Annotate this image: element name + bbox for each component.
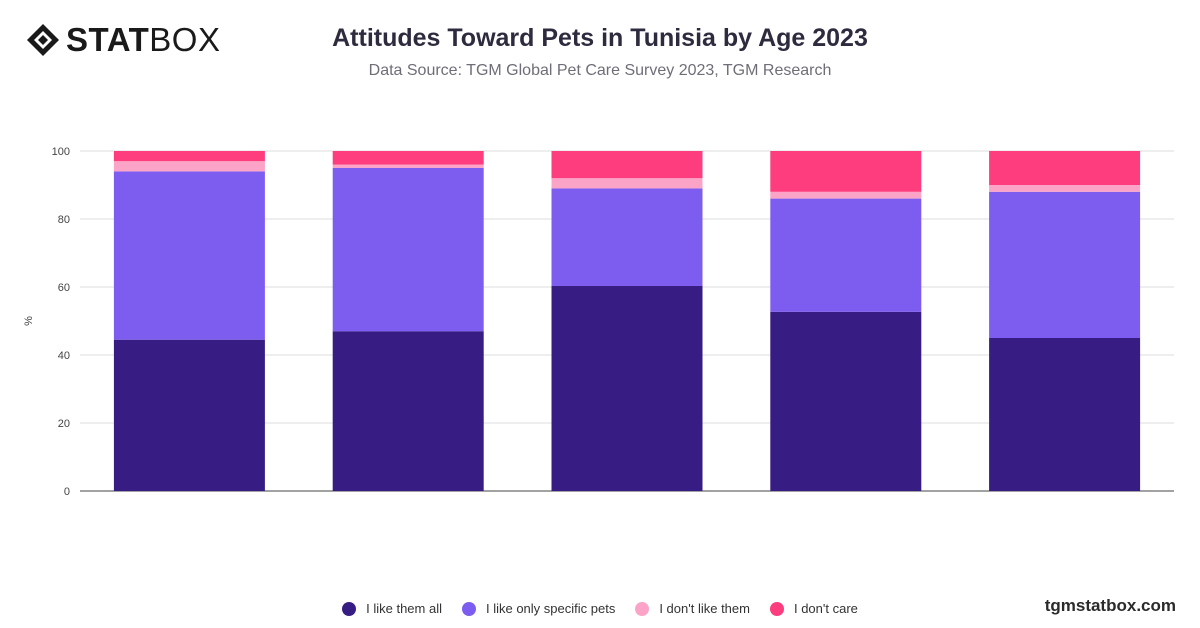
bar-segment-3 <box>551 178 703 189</box>
y-axis-label: % <box>23 316 35 326</box>
bar-segment-1 <box>113 339 265 491</box>
legend-item[interactable]: I don't care <box>769 601 858 616</box>
legend-swatch-icon <box>769 601 784 616</box>
legend-label: I don't care <box>793 601 858 616</box>
bar-segment-4 <box>989 151 1141 185</box>
logo-light-text: BOX <box>149 21 221 58</box>
bar-segment-4 <box>770 151 922 192</box>
y-tick-label: 40 <box>58 350 70 362</box>
bar-segment-1 <box>770 311 922 491</box>
legend-label: I like them all <box>366 601 442 616</box>
bar-segment-2 <box>551 188 703 286</box>
bar-segment-2 <box>113 171 265 340</box>
logo-bold-text: STAT <box>66 21 150 58</box>
bar-segment-4 <box>113 151 265 162</box>
y-tick-label: 0 <box>64 486 70 498</box>
legend-swatch-icon <box>342 601 357 616</box>
bar-segment-2 <box>332 168 484 332</box>
statbox-diamond-icon <box>27 24 59 56</box>
site-url: tgmstatbox.com <box>1044 596 1176 615</box>
bar-segment-4 <box>551 151 703 179</box>
logo-wordmark: STATBOX <box>66 22 220 58</box>
bar-segment-2 <box>770 198 922 312</box>
bar-segment-1 <box>332 331 484 491</box>
bar-segment-2 <box>989 191 1141 338</box>
legend-item[interactable]: I like them all <box>342 601 442 616</box>
legend-swatch-icon <box>461 601 476 616</box>
legend-item[interactable]: I like only specific pets <box>461 601 616 616</box>
bar-segment-3 <box>770 191 922 199</box>
legend-label: I don't like them <box>659 601 750 616</box>
bar-segment-3 <box>113 161 265 172</box>
legend-swatch-icon <box>635 601 650 616</box>
statbox-logo: STATBOX <box>26 22 220 58</box>
chart-subtitle: Data Source: TGM Global Pet Care Survey … <box>368 62 832 79</box>
legend-label: I like only specific pets <box>485 601 616 616</box>
chart-legend: I like them all I like only specific pets… <box>0 601 1200 616</box>
bar-segment-1 <box>551 285 703 491</box>
bar-segment-4 <box>332 151 484 165</box>
y-tick-label: 60 <box>58 282 70 294</box>
bar-segment-1 <box>989 338 1141 491</box>
y-tick-label: 100 <box>52 146 70 158</box>
y-tick-label: 80 <box>58 214 70 226</box>
chart-title: Attitudes Toward Pets in Tunisia by Age … <box>332 24 868 52</box>
legend-item[interactable]: I don't like them <box>635 601 750 616</box>
bar-segment-3 <box>332 164 484 168</box>
y-tick-label: 20 <box>58 418 70 430</box>
bar-segment-3 <box>989 185 1141 192</box>
